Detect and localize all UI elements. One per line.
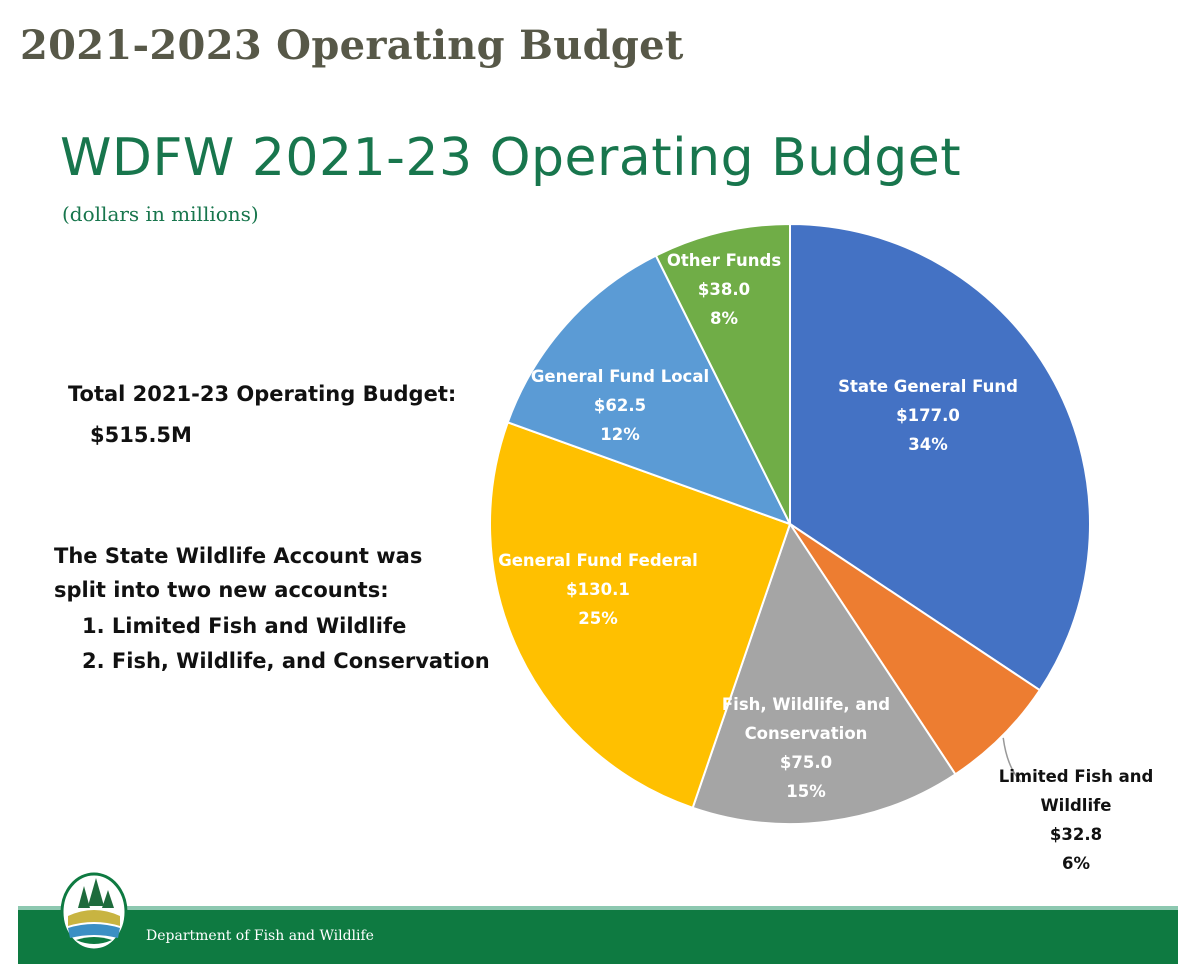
pie-slice-fish-wildlife-and-conservation [691,521,957,825]
budget-slide: WDFW 2021-23 Operating Budget (dollars i… [18,92,1178,964]
data-label-state-general-fund: State General Fund $177.0 34% [838,377,1018,454]
pie-slice-general-fund-federal [489,421,792,810]
slice-value-label: $130.1 [566,580,630,599]
slice-name-label: Other Funds [667,251,781,270]
footer-bar [18,910,1178,964]
wdfw-logo-icon [60,872,128,952]
slice-value-label: $32.8 [1050,825,1102,844]
slice-name-label: Limited Fish and [999,767,1154,786]
slice-value-label: $62.5 [594,396,646,415]
data-label-fish-wildlife-and-conservation: Fish, Wildlife, and Conservation $75.0 15% [722,695,890,801]
slice-percent-label: 8% [710,309,738,328]
footer-department-name: Department of Fish and Wildlife [146,928,374,944]
footer-stripe [18,906,1178,910]
data-label-limited-fish-and-wildlife: Limited Fish and Wildlife $32.8 6% [999,767,1154,873]
data-label-other-funds: Other Funds $38.0 8% [667,251,781,328]
page-title: 2021-2023 Operating Budget [20,22,684,69]
data-label-general-fund-local: General Fund Local $62.5 12% [531,367,709,444]
slice-name-label: Fish, Wildlife, and [722,695,890,714]
total-budget-label: Total 2021-23 Operating Budget: [68,382,457,406]
slice-name-label: General Fund Federal [498,551,698,570]
slice-percent-label: 25% [578,609,618,628]
split-note-line-1: The State Wildlife Account was [54,544,423,568]
slice-percent-label: 34% [908,435,948,454]
pie-slice-other-funds [654,222,791,525]
leader-line [1002,737,1022,783]
slice-name-label: Wildlife [1040,796,1111,815]
slice-value-label: $38.0 [698,280,750,299]
pie-slice-limited-fish-and-wildlife [789,523,1042,776]
pie-chart: State General Fund $177.0 34% Limited Fish … [489,222,1154,873]
slice-value-label: $177.0 [896,406,960,425]
total-budget-value: $515.5M [90,423,192,447]
chart-title: WDFW 2021-23 Operating Budget [60,128,962,188]
split-note-line-2: split into two new accounts: [54,578,389,602]
slice-name-label: Conservation [745,724,868,743]
split-item-conservation: 2. Fish, Wildlife, and Conservation [82,649,490,673]
data-label-general-fund-federal: General Fund Federal $130.1 25% [498,551,698,628]
slice-percent-label: 6% [1062,854,1090,873]
slice-name-label: General Fund Local [531,367,709,386]
slice-name-label: State General Fund [838,377,1018,396]
split-item-limited: 1. Limited Fish and Wildlife [82,614,407,638]
chart-subtitle: (dollars in millions) [62,202,259,226]
slice-percent-label: 15% [786,782,826,801]
slice-value-label: $75.0 [780,753,832,772]
slice-percent-label: 12% [600,425,640,444]
pie-slice-general-fund-local [506,254,793,526]
